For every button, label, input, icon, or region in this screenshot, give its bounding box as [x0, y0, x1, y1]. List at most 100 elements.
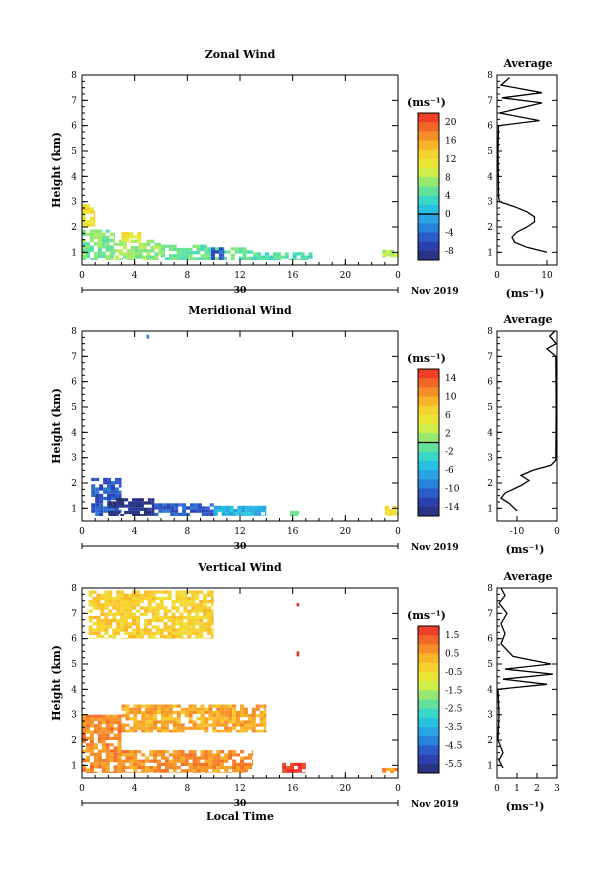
heatmap-cell [188, 753, 193, 757]
heatmap-cell [187, 631, 192, 635]
heatmap-cell [175, 606, 180, 610]
heatmap-cell [253, 252, 258, 256]
heatmap-cell [88, 609, 93, 613]
heatmap-cell [95, 503, 100, 507]
heatmap-cell [232, 769, 237, 773]
heatmap-cell [108, 590, 113, 594]
heatmap-cell [247, 756, 252, 760]
heatmap-cell [388, 509, 393, 513]
heatmap-cell [121, 232, 126, 236]
heatmap-cell [103, 496, 108, 501]
heatmap-cell [180, 251, 185, 255]
heatmap-cell [184, 714, 189, 718]
heatmap-cell [211, 628, 214, 632]
profile-x-label: (ms⁻¹) [506, 800, 545, 813]
heatmap-cell [124, 606, 129, 610]
heatmap-cell [136, 631, 140, 635]
heatmap-cell [86, 727, 90, 731]
heatmap-cell [120, 638, 125, 639]
heatmap-cell [200, 756, 205, 760]
heatmap-cell [141, 726, 146, 730]
heatmap-cell [187, 619, 192, 623]
heatmap-cell [101, 733, 106, 737]
heatmap-cell [213, 512, 218, 516]
profile-y-tick-label: 8 [487, 71, 493, 81]
heatmap-cell [255, 704, 260, 708]
heatmap-cell [220, 759, 225, 763]
heatmap-cell [242, 256, 247, 260]
heatmap-cell [109, 245, 114, 249]
heatmap-cell [100, 619, 105, 623]
heatmap-cell [178, 503, 183, 507]
heatmap-cell [188, 766, 193, 770]
heatmap-cell [153, 759, 158, 763]
heatmap-cell [216, 707, 221, 711]
heatmap-cell [147, 590, 152, 594]
heatmap-cell [95, 477, 100, 482]
heatmap-cell [207, 250, 212, 254]
heatmap-cell [97, 251, 102, 255]
heatmap-cell [136, 634, 140, 639]
heatmap-cell [263, 714, 267, 718]
heatmap-cell [128, 501, 133, 505]
heatmap-cell [163, 638, 168, 639]
heatmap-cell [91, 503, 96, 507]
heatmap-cell [96, 596, 101, 601]
heatmap-cell [170, 503, 175, 507]
heatmap-cell [207, 606, 212, 610]
heatmap-cell [147, 622, 152, 626]
profile-frame [496, 74, 558, 266]
heatmap-cell [95, 496, 100, 501]
heatmap-cell [107, 487, 111, 491]
heatmap-cell [96, 622, 101, 626]
heatmap-cell [82, 220, 86, 224]
heatmap-cell [117, 730, 122, 734]
heatmap-cell [208, 762, 213, 766]
heatmap-cell [192, 766, 197, 770]
heatmap-cell [161, 710, 165, 715]
heatmap-cell [116, 590, 121, 594]
heatmap-cell [236, 714, 240, 718]
heatmap-cell [207, 625, 212, 629]
profile-x-label: (ms⁻¹) [506, 287, 545, 300]
heatmap-cell [105, 752, 110, 756]
heatmap-cell [216, 759, 221, 763]
heatmap-cell [251, 750, 254, 754]
heatmap-cell [150, 249, 155, 253]
heatmap-cell [211, 638, 214, 639]
heatmap-cell [224, 766, 229, 770]
heatmap-cell [109, 258, 114, 260]
heatmap-cell [199, 622, 204, 626]
heatmap-cell [191, 619, 196, 623]
heatmap-cell [204, 257, 207, 260]
heatmap-cell [121, 235, 126, 239]
heatmap-cell [139, 498, 144, 502]
heatmap-cell [89, 229, 94, 233]
heatmap-cell [153, 750, 158, 754]
heatmap-cell [259, 704, 264, 708]
heatmap-cell [125, 729, 130, 733]
heatmap-cell [188, 247, 193, 252]
heatmap-cell [113, 242, 115, 246]
heatmap-cell [171, 631, 176, 635]
heatmap-cell [203, 593, 208, 597]
heatmap-cell [96, 634, 101, 639]
heatmap-cell [208, 753, 213, 757]
heatmap-cell [82, 248, 86, 252]
x-tick-label: 0 [79, 271, 85, 281]
heatmap-cell [137, 759, 142, 763]
heatmap-cell [159, 606, 164, 610]
heatmap-cell [191, 603, 196, 607]
heatmap-cell [125, 238, 130, 242]
heatmap-cell [272, 255, 277, 259]
heatmap-cell [290, 762, 294, 766]
heatmap-cell [290, 772, 294, 773]
heatmap-cell [175, 609, 180, 613]
heatmap-cell [230, 247, 235, 251]
heatmap-cell [146, 252, 151, 256]
heatmap-cell [290, 766, 294, 770]
heatmap-cell [136, 593, 140, 597]
heatmap-cell [105, 755, 110, 759]
heatmap-cell [151, 504, 155, 508]
